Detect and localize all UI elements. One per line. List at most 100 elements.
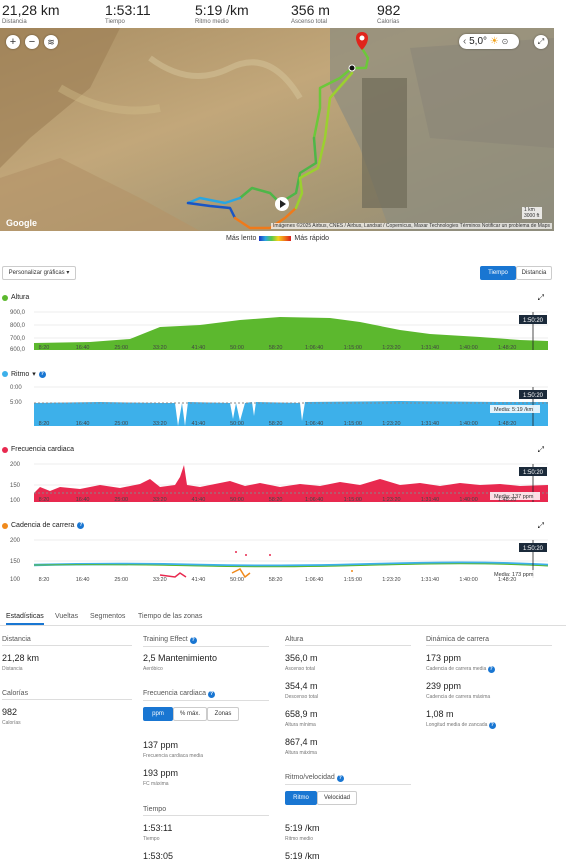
hr-zones-button[interactable]: Zonas xyxy=(207,707,239,721)
legend-fast: Más rápido xyxy=(294,235,329,242)
x-tick: 33:20 xyxy=(153,497,167,503)
info-icon[interactable]: ? xyxy=(38,370,46,378)
zoom-out-button[interactable]: − xyxy=(25,35,39,49)
tab-laps[interactable]: Vueltas xyxy=(55,613,79,620)
hr-percent-max-button[interactable]: % máx. xyxy=(173,707,207,721)
layers-icon[interactable]: ≋ xyxy=(44,35,58,49)
x-tick: 1:48:20 xyxy=(498,497,516,503)
x-tick: 1:06:40 xyxy=(305,497,323,503)
x-axis-ticks: 8:20 16:40 25:00 33:20 41:40 50:00 58:20 1:06:4… xyxy=(39,497,517,503)
hr-chart[interactable]: 200 150 100 1:50:20 Media: 137 ppm 8:20 1… xyxy=(0,457,556,507)
summary-label: Ascenso total xyxy=(291,19,328,25)
distance-value: 21,28 km xyxy=(2,653,40,663)
wind-icon: ⊙ xyxy=(501,37,509,46)
summary-label: Ritmo medio xyxy=(195,19,229,25)
fullscreen-icon[interactable]: ⤢ xyxy=(534,35,548,49)
y-tick: 100 xyxy=(10,498,21,504)
y-tick: 600,0 xyxy=(10,347,26,353)
x-tick: 50:00 xyxy=(230,577,244,583)
info-icon[interactable]: ? xyxy=(487,666,495,673)
tab-statistics[interactable]: Estadísticas xyxy=(6,613,44,625)
map-scale: 1 km 3000 ft xyxy=(522,207,542,219)
tab-zone-time[interactable]: Tiempo de las zonas xyxy=(138,613,203,620)
max-altitude-value: 867,4 m xyxy=(285,737,318,747)
hr-max-label: FC máxima xyxy=(143,781,169,787)
zoom-in-button[interactable]: + xyxy=(6,35,20,49)
ascent-value: 356,0 m xyxy=(285,653,318,663)
expand-icon[interactable]: ⤢ xyxy=(537,521,544,530)
info-icon[interactable]: ? xyxy=(336,775,344,782)
expand-icon[interactable]: ⤢ xyxy=(537,293,544,302)
x-tick: 8:20 xyxy=(39,577,50,583)
distance-heading: Distancia xyxy=(2,636,132,646)
x-tick: 1:15:00 xyxy=(344,421,362,427)
running-dynamics-heading: Dinámica de carrera xyxy=(426,636,552,646)
avg-cadence-label: Cadencia de carrera media ? xyxy=(426,666,495,673)
hr-chart-title: Frecuencia cardiaca xyxy=(2,446,74,453)
summary-calories: 982 Calorías xyxy=(377,2,400,25)
summary-value: 21,28 km xyxy=(2,2,60,18)
weather-badge: ‹ 5,0° ☀ ⊙ xyxy=(459,34,519,49)
info-icon[interactable]: ? xyxy=(207,691,215,698)
x-tick: 50:00 xyxy=(230,345,244,351)
info-icon[interactable]: ? xyxy=(488,722,496,729)
x-tick: 25:00 xyxy=(114,421,128,427)
min-altitude-value: 658,9 m xyxy=(285,709,318,719)
avg-pace-label: Ritmo medio xyxy=(285,836,314,842)
max-cadence-value: 239 ppm xyxy=(426,681,462,691)
heart-dot xyxy=(2,446,8,453)
avg-pace-value: 5:19 /km xyxy=(285,823,320,833)
x-tick: 58:20 xyxy=(269,577,283,583)
map-attribution[interactable]: Imágenes ©2025 Airbus, CNES / Airbus, La… xyxy=(271,223,552,229)
pace-chart-title: Ritmo ▾ ? xyxy=(2,370,46,378)
tab-segments[interactable]: Segmentos xyxy=(90,613,126,620)
finish-pin-icon xyxy=(356,32,368,50)
average-label: Media: 173 ppm xyxy=(494,572,534,578)
x-tick: 41:40 xyxy=(192,497,206,503)
expand-icon[interactable]: ⤢ xyxy=(537,445,544,454)
speed-button[interactable]: Velocidad xyxy=(317,791,357,805)
x-tick: 25:00 xyxy=(114,497,128,503)
altitude-heading: Altura xyxy=(285,636,411,646)
chevron-down-icon[interactable]: ▾ xyxy=(32,371,36,378)
x-tick: 50:00 xyxy=(230,497,244,503)
pace-title: Ritmo xyxy=(11,370,30,378)
route-map[interactable]: + − ≋ ‹ 5,0° ☀ ⊙ ⤢ Google 1 km 3000 ft I… xyxy=(0,28,554,231)
x-tick: 1:31:40 xyxy=(421,345,439,351)
time-heading: Tiempo xyxy=(143,806,269,816)
pace-chart[interactable]: 0:00 5:00 10:00 1:50:20 Media: 5:19 /km … xyxy=(0,381,556,431)
y-tick: 150 xyxy=(10,483,21,489)
x-tick: 8:20 xyxy=(39,421,50,427)
info-icon[interactable]: ? xyxy=(77,522,85,529)
hr-ppm-button[interactable]: ppm xyxy=(143,707,173,721)
training-effect-heading: Training Effect ? xyxy=(143,636,269,647)
map-terrain xyxy=(0,28,554,231)
distance-axis-button[interactable]: Distancia xyxy=(516,266,552,280)
cadence-chart-title: Cadencia de carrera ? xyxy=(2,522,85,529)
hr-avg-value: 137 ppm xyxy=(143,740,179,750)
x-tick: 33:20 xyxy=(153,345,167,351)
pace-button[interactable]: Ritmo xyxy=(285,791,317,805)
altitude-area xyxy=(34,317,548,350)
x-tick: 33:20 xyxy=(153,421,167,427)
training-effect-label: Aeróbico xyxy=(143,666,163,672)
x-tick: 1:48:20 xyxy=(498,345,516,351)
stats-tabs: Estadísticas Vueltas Segmentos Tiempo de… xyxy=(0,610,566,626)
cadence-chart[interactable]: 200 150 100 1:50:20 Media: 173 ppm 8:20 1… xyxy=(0,533,556,583)
y-tick: 0:00 xyxy=(10,385,22,391)
altitude-chart[interactable]: 900,0 800,0 700,0 600,0 1:50:20 8:20 16:4… xyxy=(0,305,556,355)
x-tick: 41:40 xyxy=(192,345,206,351)
info-icon[interactable]: ? xyxy=(189,637,197,644)
customize-charts-button[interactable]: Personalizar gráficas ▾ xyxy=(2,266,76,280)
x-tick: 1:23:20 xyxy=(382,421,400,427)
y-tick: 700,0 xyxy=(10,336,26,342)
hr-title: Frecuencia cardiaca xyxy=(11,446,75,453)
hr-max-value: 193 ppm xyxy=(143,768,179,778)
legend-slow: Más lento xyxy=(226,235,257,242)
time-axis-button[interactable]: Tiempo xyxy=(480,266,516,280)
y-tick: 10:00 xyxy=(10,415,26,421)
chevron-left-icon[interactable]: ‹ xyxy=(463,36,467,47)
x-tick: 8:20 xyxy=(39,497,50,503)
y-tick: 5:00 xyxy=(10,400,22,406)
stride-length-label: Longitud media de zancada ? xyxy=(426,722,496,729)
